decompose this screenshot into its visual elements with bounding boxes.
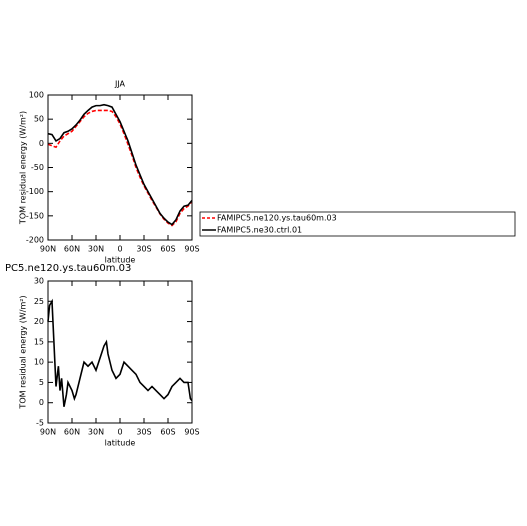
plot-frame <box>47 94 193 241</box>
x-axis-label: latitude <box>105 439 136 448</box>
x-tick-label: 90N <box>40 245 56 254</box>
data-line <box>47 298 193 407</box>
x-tick-label: 30N <box>88 428 104 437</box>
y-tick-label: 0 <box>39 398 44 407</box>
x-tick-label: 30S <box>136 428 151 437</box>
x-tick-label: 0 <box>117 245 122 254</box>
x-axis-label: latitude <box>105 256 136 265</box>
y-tick-label: 10 <box>34 358 44 367</box>
plot-frame <box>47 280 193 424</box>
legend-box <box>199 211 516 237</box>
y-tick-label: 0 <box>39 139 44 148</box>
x-tick-label: 60N <box>64 428 80 437</box>
y-tick-label: 50 <box>34 115 44 124</box>
chart-title: PC5.ne120.ys.tau60m.03 <box>5 263 131 274</box>
y-tick-label: -200 <box>26 236 44 245</box>
x-tick-label: 60S <box>160 428 175 437</box>
y-tick-label: -150 <box>26 211 44 220</box>
x-tick-label: 0 <box>117 428 122 437</box>
data-line <box>47 103 193 226</box>
y-tick-label: -50 <box>31 163 44 172</box>
y-tick-label: 20 <box>34 317 44 326</box>
x-tick-label: 60N <box>64 245 80 254</box>
legend-label: FAMIPC5.ne30.ctrl.01 <box>217 226 302 235</box>
x-tick-label: 90N <box>40 428 56 437</box>
x-tick-label: 60S <box>160 245 175 254</box>
legend-label: FAMIPC5.ne120.ys.tau60m.03 <box>217 214 337 223</box>
x-tick-label: 30S <box>136 245 151 254</box>
y-tick-label: 25 <box>34 297 44 306</box>
x-tick-label: 30N <box>88 245 104 254</box>
chart-title: JJA <box>114 80 126 89</box>
y-tick-label: 5 <box>39 378 44 387</box>
y-tick-label: 100 <box>29 91 44 100</box>
y-tick-label: 15 <box>34 337 44 346</box>
y-tick-label: -100 <box>26 187 44 196</box>
y-tick-label: -5 <box>36 419 44 428</box>
data-line <box>47 109 193 227</box>
x-tick-label: 90S <box>184 245 199 254</box>
y-axis-label: TOM residual energy (W/m²) <box>19 295 28 409</box>
y-axis-label: TOM residual energy (W/m²) <box>19 111 28 225</box>
y-tick-label: 30 <box>34 277 44 286</box>
x-tick-label: 90S <box>184 428 199 437</box>
